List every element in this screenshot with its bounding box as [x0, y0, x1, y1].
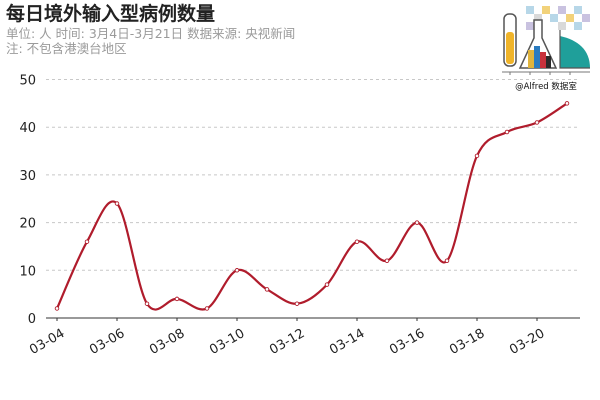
data-point — [414, 220, 420, 225]
data-point — [504, 129, 510, 135]
y-tick-label: 50 — [19, 74, 36, 89]
y-tick-label: 40 — [19, 121, 36, 136]
data-point — [534, 120, 540, 125]
grid-lines — [46, 79, 580, 271]
data-point — [384, 258, 390, 264]
x-tick-label: 03-14 — [327, 326, 367, 358]
chart-subtitle-line-1: 单位: 人 时间: 3月4日-3月21日 数据来源: 央视新闻 — [6, 26, 296, 41]
data-point — [54, 306, 60, 311]
data-point — [324, 282, 330, 287]
data-point — [144, 301, 150, 306]
data-point — [264, 287, 270, 292]
series-line-group — [55, 102, 569, 311]
x-tick-label: 03-10 — [207, 326, 247, 358]
data-point — [444, 258, 450, 264]
x-tick-label: 03-08 — [147, 326, 187, 358]
data-point — [174, 296, 180, 302]
chart-header: 每日境外输入型病例数量 单位: 人 时间: 3月4日-3月21日 数据来源: 央… — [6, 2, 476, 56]
data-point — [294, 301, 300, 306]
y-axis-ticks: 0 10 20 30 40 50 — [19, 74, 36, 327]
x-tick-label: 03-04 — [27, 326, 67, 358]
y-tick-label: 30 — [19, 169, 36, 184]
data-point — [564, 101, 570, 106]
y-tick-label: 20 — [19, 217, 36, 232]
x-axis-ticks: 03-04 03-06 03-08 03-10 03-12 03-14 03-16 03-18… — [27, 318, 547, 358]
x-tick-label: 03-06 — [87, 326, 127, 358]
x-tick-label: 03-18 — [447, 326, 487, 358]
lab-glassware-icon — [502, 6, 590, 75]
data-point — [234, 268, 240, 273]
data-point — [114, 201, 120, 206]
x-tick-label: 03-12 — [267, 326, 307, 358]
chart-subtitle-line-2: 注: 不包含港澳台地区 — [6, 41, 127, 56]
y-tick-label: 10 — [19, 264, 36, 279]
series-line — [55, 102, 569, 311]
data-point — [354, 239, 360, 244]
data-point — [474, 153, 480, 159]
x-tick-label: 03-16 — [387, 326, 427, 358]
data-point — [204, 306, 210, 311]
chart-title: 每日境外输入型病例数量 — [6, 3, 216, 25]
watermark-caption: @Alfred 数据室 — [515, 82, 577, 92]
watermark-logo: @Alfred 数据室 — [500, 6, 592, 94]
data-point — [84, 239, 90, 244]
series-points — [54, 101, 570, 311]
y-tick-label: 0 — [28, 312, 36, 327]
x-tick-label: 03-20 — [507, 326, 547, 358]
